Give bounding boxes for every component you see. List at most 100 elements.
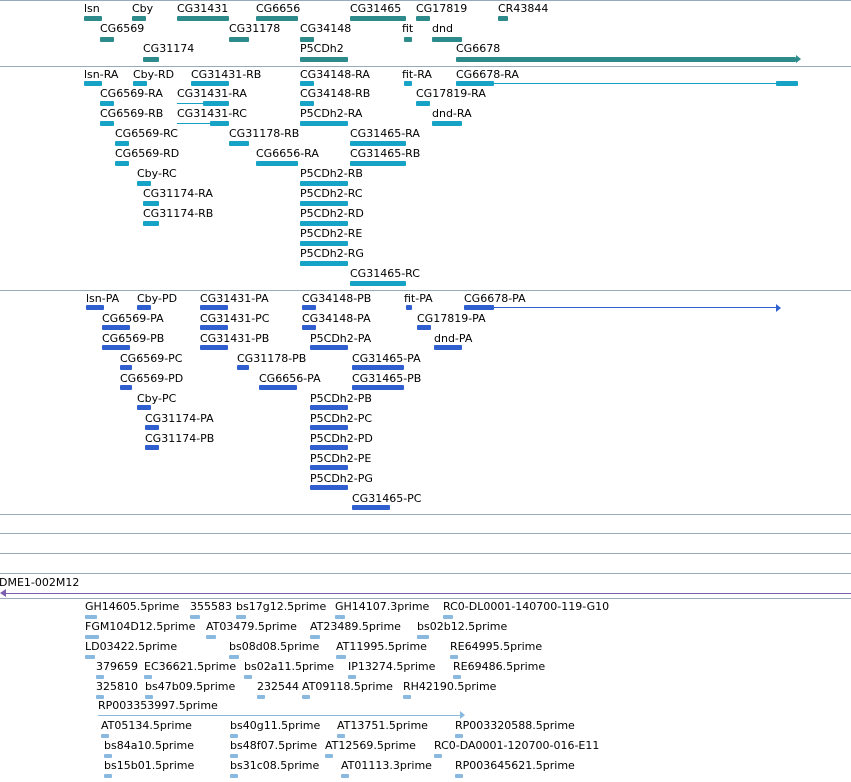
- gene-label[interactable]: CG17819: [416, 2, 468, 15]
- gene-label[interactable]: CG34148: [300, 22, 352, 35]
- transcript-feature[interactable]: [404, 81, 412, 86]
- est-label[interactable]: bs47b09.5prime: [145, 680, 236, 693]
- protein-label[interactable]: CG31431-PA: [200, 292, 269, 305]
- est-label[interactable]: FGM104D12.5prime: [85, 620, 196, 633]
- est-label[interactable]: AT03479.5prime: [206, 620, 297, 633]
- est-feature[interactable]: [144, 675, 152, 679]
- transcript-feature[interactable]: [300, 201, 348, 206]
- est-label[interactable]: GH14107.3prime: [335, 600, 430, 613]
- est-label[interactable]: bs02b12.5prime: [417, 620, 508, 633]
- est-feature[interactable]: [443, 615, 453, 619]
- est-label[interactable]: LD03422.5prime: [85, 640, 178, 653]
- est-label[interactable]: bs08d08.5prime: [229, 640, 320, 653]
- transcript-feature[interactable]: [300, 221, 348, 226]
- est-feature[interactable]: [206, 635, 216, 639]
- protein-label[interactable]: CG31465-PC: [352, 492, 422, 505]
- est-feature[interactable]: [453, 675, 461, 679]
- transcript-feature[interactable]: [300, 121, 348, 126]
- est-feature[interactable]: [450, 655, 458, 659]
- est-label[interactable]: EC36621.5prime: [144, 660, 237, 673]
- transcript-label[interactable]: CG34148-RA: [300, 68, 370, 81]
- protein-label[interactable]: CG6678-PA: [464, 292, 526, 305]
- transcript-feature[interactable]: [203, 101, 229, 106]
- est-feature[interactable]: [348, 675, 356, 679]
- protein-feature[interactable]: [310, 445, 348, 450]
- protein-feature[interactable]: [200, 325, 228, 330]
- est-feature[interactable]: [434, 754, 442, 758]
- transcript-feature[interactable]: [432, 121, 462, 126]
- est-feature[interactable]: [230, 734, 238, 738]
- transcript-feature[interactable]: [300, 261, 348, 266]
- transcript-feature[interactable]: [115, 141, 129, 146]
- transcript-feature[interactable]: [143, 201, 159, 206]
- transcript-label[interactable]: CG6678-RA: [456, 68, 519, 81]
- est-feature[interactable]: [417, 635, 429, 639]
- gene-feature[interactable]: [498, 16, 508, 21]
- transcript-label[interactable]: CG6569-RD: [115, 147, 180, 160]
- gene-feature[interactable]: [404, 37, 412, 42]
- transcript-label[interactable]: CG6569-RC: [115, 127, 178, 140]
- transcript-label[interactable]: P5CDh2-RC: [300, 187, 363, 200]
- est-feature[interactable]: [230, 754, 238, 758]
- protein-feature[interactable]: [352, 365, 404, 370]
- protein-label[interactable]: P5CDh2-PG: [310, 472, 373, 485]
- est-label[interactable]: 379659: [96, 660, 138, 673]
- protein-label[interactable]: CG34148-PB: [302, 292, 372, 305]
- protein-label[interactable]: CG6569-PC: [120, 352, 183, 365]
- protein-label[interactable]: P5CDh2-PD: [310, 432, 373, 445]
- est-label[interactable]: IP13274.5prime: [348, 660, 436, 673]
- est-feature[interactable]: [190, 615, 200, 619]
- protein-label[interactable]: dnd-PA: [434, 332, 473, 345]
- gene-feature[interactable]: [256, 16, 298, 21]
- gene-label[interactable]: P5CDh2: [300, 42, 344, 55]
- protein-feature[interactable]: [352, 385, 404, 390]
- est-label[interactable]: 325810: [96, 680, 138, 693]
- est-feature[interactable]: [104, 754, 112, 758]
- gene-feature[interactable]: [432, 37, 462, 42]
- est-label[interactable]: RC0-DL0001-140700-119-G10: [443, 600, 610, 613]
- est-feature[interactable]: [230, 774, 238, 778]
- est-feature[interactable]: [336, 655, 346, 659]
- protein-label[interactable]: CG17819-PA: [417, 312, 486, 325]
- transcript-label[interactable]: P5CDh2-RG: [300, 247, 364, 260]
- gene-label[interactable]: dnd: [432, 22, 453, 35]
- protein-label[interactable]: lsn-PA: [86, 292, 120, 305]
- protein-feature[interactable]: [310, 485, 348, 490]
- protein-feature[interactable]: [102, 345, 130, 350]
- protein-label[interactable]: CG34148-PA: [302, 312, 371, 325]
- est-feature[interactable]: [85, 655, 95, 659]
- gene-label[interactable]: CR43844: [498, 2, 549, 15]
- protein-label[interactable]: CG31431-PB: [200, 332, 270, 345]
- est-label[interactable]: AT23489.5prime: [310, 620, 401, 633]
- transcript-label[interactable]: CG6656-RA: [256, 147, 319, 160]
- gene-feature[interactable]: [300, 37, 314, 42]
- est-label[interactable]: AT05134.5prime: [101, 719, 192, 732]
- gene-feature[interactable]: [350, 16, 406, 21]
- est-label[interactable]: RP003320588.5prime: [455, 719, 575, 732]
- est-feature[interactable]: [310, 635, 320, 639]
- transcript-feature[interactable]: [84, 81, 102, 86]
- gene-label[interactable]: Cby: [132, 2, 154, 15]
- transcript-label[interactable]: Cby-RD: [133, 68, 175, 81]
- est-label[interactable]: bs02a11.5prime: [244, 660, 334, 673]
- est-feature[interactable]: [145, 695, 153, 699]
- gene-label[interactable]: CG6569: [100, 22, 145, 35]
- protein-label[interactable]: P5CDh2-PC: [310, 412, 373, 425]
- protein-label[interactable]: CG6569-PB: [102, 332, 165, 345]
- protein-feature[interactable]: [137, 405, 151, 410]
- transcript-label[interactable]: Cby-RC: [137, 167, 177, 180]
- est-label[interactable]: bs17g12.5prime: [236, 600, 327, 613]
- protein-feature[interactable]: [464, 305, 494, 310]
- transcript-feature[interactable]: [300, 181, 348, 186]
- transcript-feature[interactable]: [416, 101, 430, 106]
- transcript-label[interactable]: P5CDh2-RB: [300, 167, 363, 180]
- transcript-feature[interactable]: [300, 101, 314, 106]
- protein-feature[interactable]: [120, 365, 132, 370]
- est-label[interactable]: RP003353997.5prime: [98, 699, 218, 712]
- est-feature[interactable]: [96, 695, 104, 699]
- transcript-feature[interactable]: [115, 161, 129, 166]
- transcript-label[interactable]: fit-RA: [402, 68, 432, 81]
- est-label[interactable]: AT01113.3prime: [341, 759, 432, 772]
- est-label[interactable]: AT09118.5prime: [302, 680, 393, 693]
- protein-label[interactable]: Cby-PD: [137, 292, 178, 305]
